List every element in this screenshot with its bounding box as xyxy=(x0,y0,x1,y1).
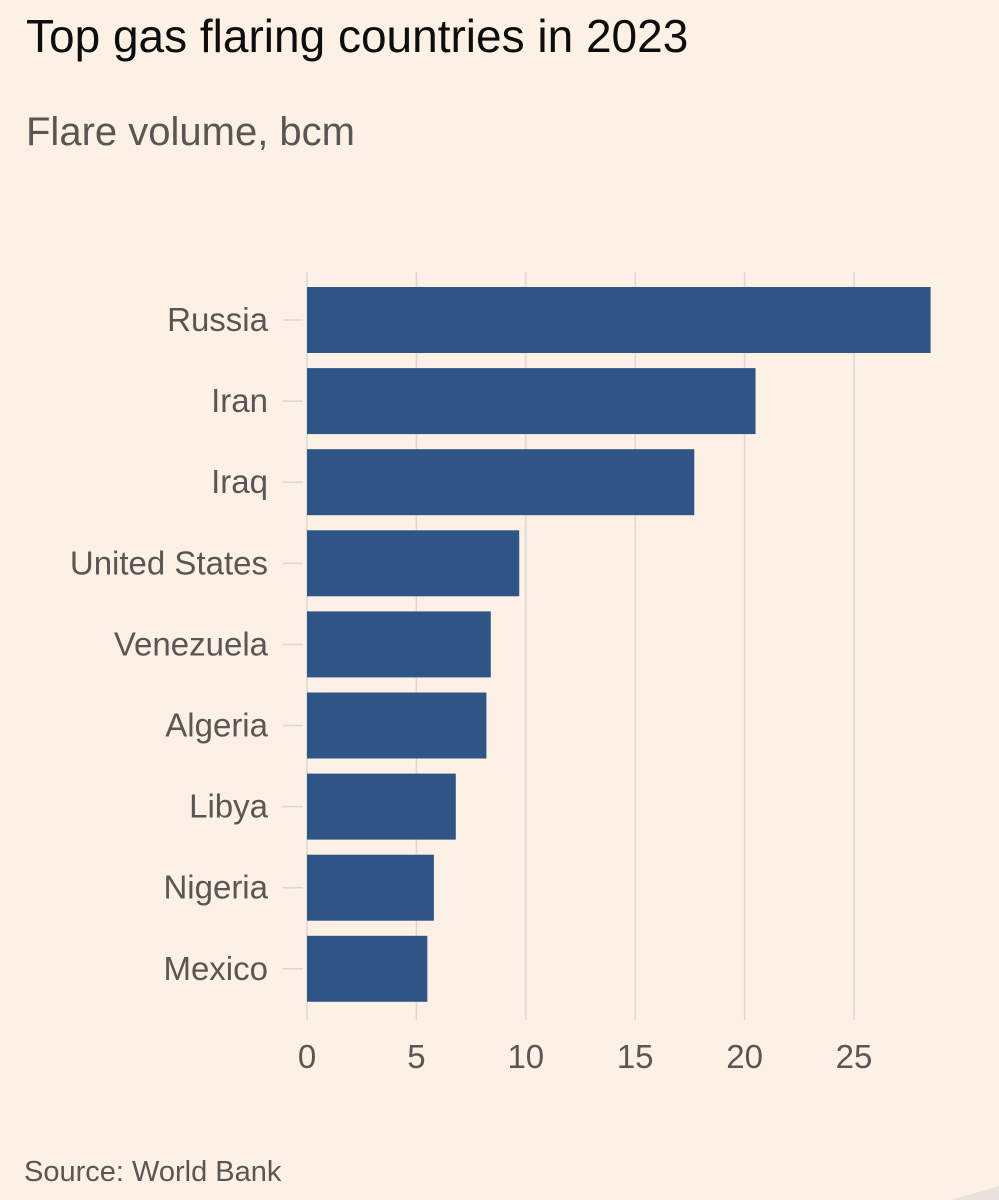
category-label: Venezuela xyxy=(114,625,269,662)
category-label: Libya xyxy=(189,788,269,825)
bar xyxy=(307,287,931,353)
chart-subtitle: Flare volume, bcm xyxy=(26,110,355,154)
bars xyxy=(307,287,931,1002)
category-labels: Russia Iran Iraq United States Venezuela Alge… xyxy=(70,301,303,987)
bar xyxy=(307,935,428,1002)
x-tick-label: 0 xyxy=(298,1038,316,1075)
bar xyxy=(307,449,695,516)
bar xyxy=(307,368,756,435)
x-axis-ticks: 0 5 10 15 20 25 xyxy=(298,1038,873,1075)
category-label: Algeria xyxy=(165,707,268,744)
category-label: Nigeria xyxy=(163,869,268,906)
source-note: Source: World Bank xyxy=(24,1156,282,1188)
category-label: Iran xyxy=(211,382,268,419)
x-tick-label: 15 xyxy=(617,1038,654,1075)
bar xyxy=(307,611,491,678)
page-corner-decoration xyxy=(951,1186,999,1200)
bar xyxy=(307,773,456,840)
x-tick-label: 20 xyxy=(726,1038,763,1075)
x-tick-label: 5 xyxy=(407,1038,425,1075)
category-label: Mexico xyxy=(163,950,268,987)
x-tick-label: 25 xyxy=(836,1038,873,1075)
bar xyxy=(307,692,487,759)
category-label: Russia xyxy=(167,301,269,338)
category-label: United States xyxy=(70,544,268,581)
bar xyxy=(307,530,520,597)
x-tick-label: 10 xyxy=(507,1038,544,1075)
bar xyxy=(307,854,434,921)
chart-title: Top gas flaring countries in 2023 xyxy=(26,10,689,62)
category-label: Iraq xyxy=(211,463,268,500)
